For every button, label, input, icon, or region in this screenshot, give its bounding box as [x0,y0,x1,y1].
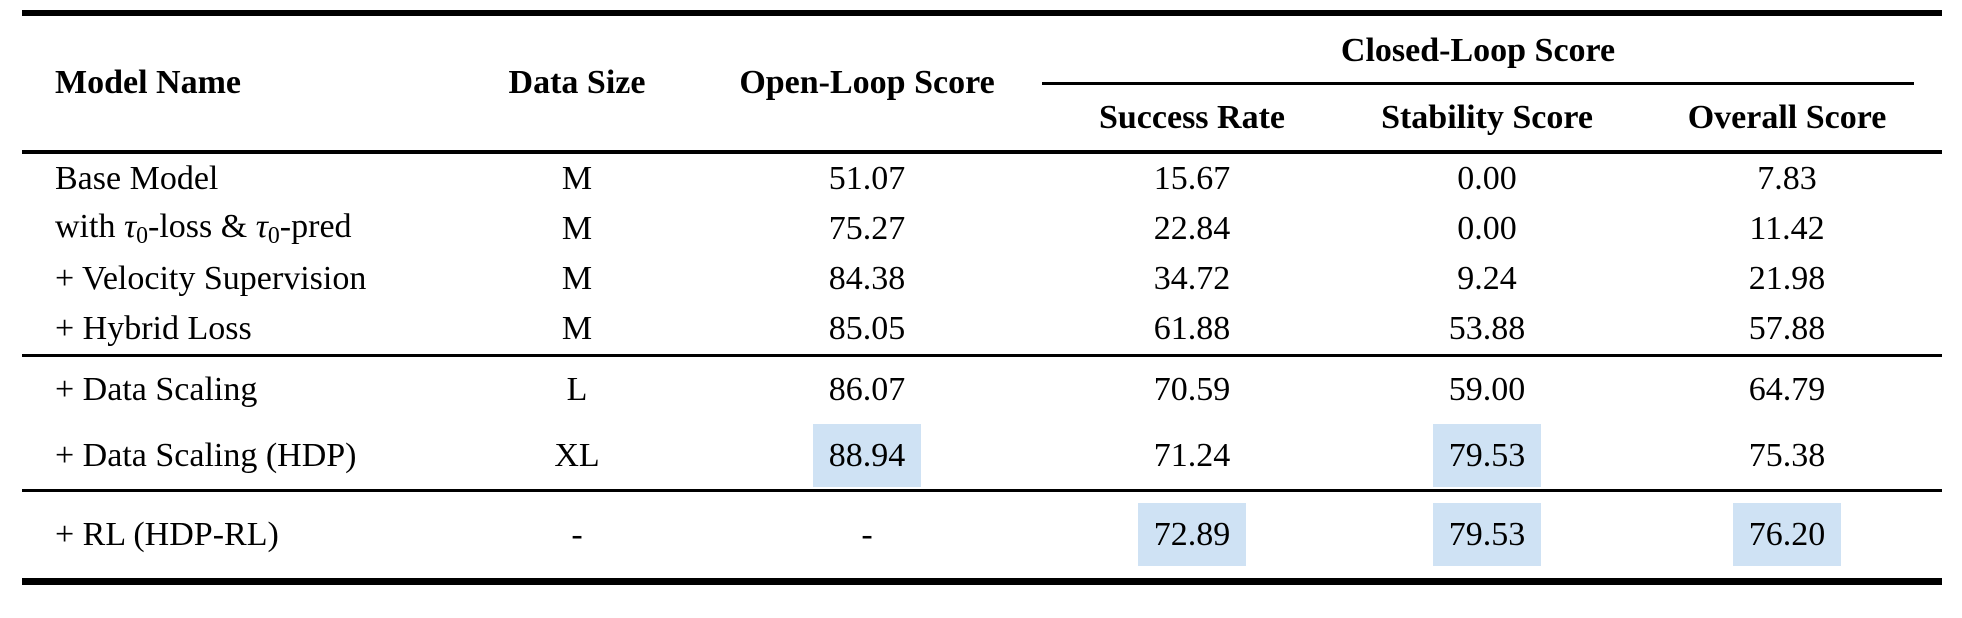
col-header-model-name: Model Name [55,64,242,101]
value-cell: 0.00 [1457,160,1517,197]
value-cell: 9.24 [1457,260,1517,297]
model-name-text: -pred [279,208,352,246]
row-group-3: + RL (HDP-RL) - - 72.89 79.53 76.20 [22,490,1943,582]
highlighted-value: 79.53 [1432,424,1542,487]
value-cell: 86.07 [828,371,906,408]
value-cell: 76.20 [1632,491,1942,582]
value-cell: 85.05 [828,310,906,347]
value-cell: 79.53 [1342,423,1632,491]
value-cell: 51.07 [828,160,906,197]
value-cell: L [566,371,588,408]
value-cell: 61.88 [1153,310,1231,347]
highlighted-value: 79.53 [1432,503,1542,566]
value-cell: M [561,310,593,347]
row-group-1: Base Model M 51.07 15.67 0.00 7.83 with τ0-los… [22,152,1942,356]
value-cell: 84.38 [828,260,906,297]
value-cell: 75.27 [828,210,906,247]
table-row: + Hybrid Loss M 85.05 61.88 53.88 57.88 [22,304,1942,356]
col-header-success-rate: Success Rate [1098,99,1286,136]
header-row-top: Model Name Data Size Open-Loop Score Clo… [22,13,1942,101]
model-name-text: Base Model [55,160,219,197]
table-row: Base Model M 51.07 15.67 0.00 7.83 [22,152,1942,204]
value-cell: 15.67 [1153,160,1231,197]
table-row: + Velocity Supervision M 84.38 34.72 9.24 21.… [22,254,1942,304]
model-name-text: + Velocity Supervision [55,260,367,297]
model-name-cell: + Data Scaling (HDP) [22,423,462,491]
col-header-open-loop-score: Open-Loop Score [739,64,995,101]
model-name-cell: Base Model [22,152,462,204]
model-name-tau-segment: τ [123,208,137,246]
value-cell: 72.89 [1042,491,1342,582]
highlighted-value: 88.94 [812,424,922,487]
value-cell: 75.38 [1748,437,1826,474]
value-cell: 71.24 [1153,437,1231,474]
model-name-cell: + RL (HDP-RL) [22,491,462,582]
value-cell: 22.84 [1153,210,1231,247]
results-table: Model Name Data Size Open-Loop Score Clo… [22,10,1943,585]
value-cell: 88.94 [692,423,1042,491]
model-name-sub-segment: 0 [136,222,149,249]
value-cell: 70.59 [1153,371,1231,408]
closed-loop-spanner-rule: Closed-Loop Score [1042,16,1915,85]
value-cell: M [561,260,593,297]
model-name-sub-segment: 0 [267,222,280,249]
table-row: with τ0-loss & τ0-pred M 75.27 22.84 0.00 11.… [22,204,1942,254]
value-cell: 59.00 [1448,371,1526,408]
row-group-2: + Data Scaling L 86.07 70.59 59.00 64.79 + Dat… [22,355,1943,491]
model-name-text: + Data Scaling [55,371,258,408]
value-cell: 57.88 [1748,310,1826,347]
model-name-cell: + Hybrid Loss [22,304,462,356]
table-row: + RL (HDP-RL) - - 72.89 79.53 76.20 [22,491,1942,582]
value-cell: - [861,516,873,553]
value-cell: M [561,160,593,197]
value-cell: 79.53 [1342,491,1632,582]
col-header-closed-loop-score: Closed-Loop Score [1042,13,1942,86]
model-name-cell: + Data Scaling [22,356,462,424]
value-cell: 7.83 [1757,160,1817,197]
closed-loop-spanner-label: Closed-Loop Score [1340,32,1616,69]
model-name-cell: + Velocity Supervision [22,254,462,304]
value-cell: 0.00 [1457,210,1517,247]
header-row-sub: Success Rate Stability Score Overall Sco… [22,86,1942,152]
value-cell: XL [554,437,600,474]
model-name-text: + RL (HDP-RL) [55,516,279,553]
highlighted-value: 76.20 [1732,503,1842,566]
table-row: + Data Scaling (HDP) XL 88.94 71.24 79.53 75.… [22,423,1942,491]
value-cell: 53.88 [1448,310,1526,347]
model-name-tau-segment: τ [255,208,268,246]
model-name-text: with [55,208,124,246]
model-name-cell: with τ0-loss & τ0-pred [22,204,462,254]
value-cell: - [571,516,583,553]
model-name-text: + Hybrid Loss [55,310,252,347]
value-cell: 34.72 [1153,260,1231,297]
model-name-text: -loss & [148,208,256,246]
model-name-text: + Data Scaling (HDP) [55,437,357,474]
table-row: + Data Scaling L 86.07 70.59 59.00 64.79 [22,356,1942,424]
col-header-data-size: Data Size [508,64,646,101]
col-header-stability-score: Stability Score [1381,99,1593,136]
value-cell: 64.79 [1748,371,1826,408]
value-cell: M [561,210,593,247]
highlighted-value: 72.89 [1137,503,1247,566]
value-cell: 11.42 [1749,210,1825,247]
col-header-overall-score: Overall Score [1687,99,1887,136]
table-header: Model Name Data Size Open-Loop Score Clo… [22,13,1943,152]
value-cell: 21.98 [1748,260,1826,297]
